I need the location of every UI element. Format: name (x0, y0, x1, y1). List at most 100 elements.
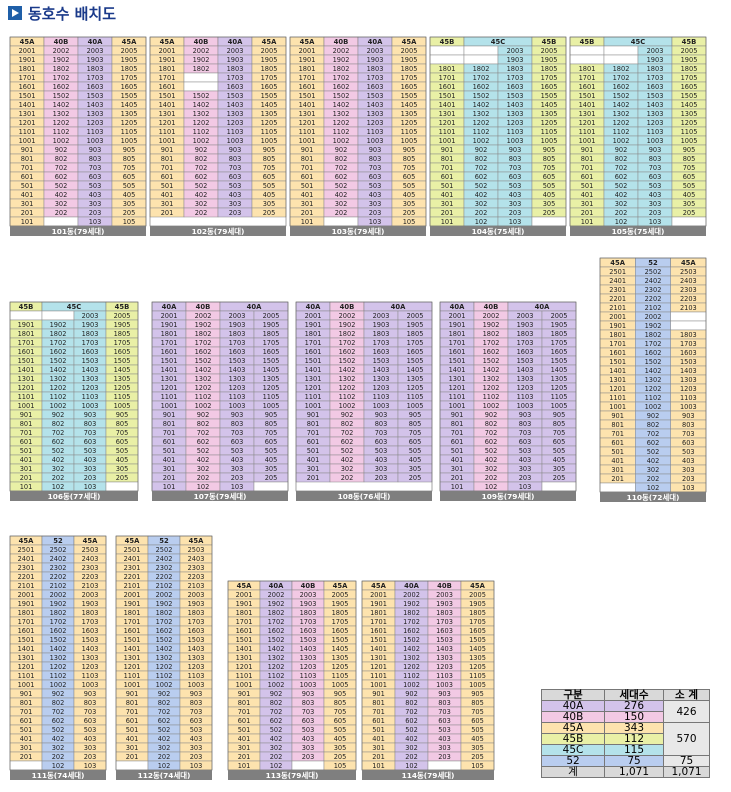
unit-number: 1103 (188, 672, 205, 680)
unit-number: 903 (84, 411, 97, 419)
unit-number: 1305 (263, 375, 280, 383)
unit-number: 1303 (82, 654, 99, 662)
unit-cell (41, 310, 75, 321)
unit-number: 1905 (407, 321, 424, 329)
unit-number: 502 (405, 726, 418, 734)
unit-number: 2002 (483, 312, 500, 320)
unit-number: 2301 (18, 564, 35, 572)
summary-count: 276 (604, 700, 664, 712)
unit-number: 1703 (436, 618, 453, 626)
unit-number: 603 (509, 173, 522, 181)
building-label-bar (440, 491, 576, 501)
unit-number: 502 (475, 182, 488, 190)
unit-number: 302 (485, 465, 498, 473)
header-text: 45A (333, 582, 348, 590)
unit-number: 2001 (299, 47, 316, 55)
unit-number: 1701 (299, 74, 316, 82)
header-text: 45B (440, 38, 455, 46)
unit-number: 2103 (680, 304, 697, 312)
unit-number: 1702 (53, 74, 70, 82)
unit-number: 2005 (261, 47, 278, 55)
header-text: 45C (491, 38, 505, 46)
unit-number: 1702 (645, 340, 662, 348)
unit-number: 2503 (188, 546, 205, 554)
unit-number: 1303 (680, 376, 697, 384)
unit-number: 801 (372, 699, 385, 707)
unit-number: 303 (302, 744, 315, 752)
unit-number: 1402 (473, 101, 490, 109)
unit-number: 802 (52, 420, 65, 428)
unit-number: 802 (158, 699, 171, 707)
unit-number: 1501 (579, 92, 596, 100)
unit-number: 203 (375, 474, 388, 482)
unit-number: 201 (451, 474, 464, 482)
unit-number: 201 (126, 753, 139, 761)
unit-number: 802 (335, 155, 348, 163)
unit-number: 1003 (188, 681, 205, 689)
unit-number: 1702 (195, 339, 212, 347)
unit-number: 1101 (18, 672, 35, 680)
unit-number: 2005 (332, 591, 349, 599)
unit-number: 803 (438, 699, 451, 707)
unit-number: 1301 (305, 375, 322, 383)
unit-number: 1802 (50, 609, 67, 617)
unit-number: 1701 (370, 618, 387, 626)
unit-number: 1305 (469, 654, 486, 662)
unit-number: 1105 (263, 393, 280, 401)
building-label: 109동(79세대) (482, 492, 535, 501)
unit-number: 1005 (541, 137, 558, 145)
unit-number: 501 (581, 182, 594, 190)
unit-number: 201 (161, 209, 174, 217)
unit-number: 2002 (268, 591, 285, 599)
unit-cell (463, 45, 499, 56)
unit-number: 1101 (236, 672, 253, 680)
unit-number: 1801 (19, 65, 36, 73)
unit-number: 2003 (227, 47, 244, 55)
unit-number: 1502 (403, 636, 420, 644)
unit-number: 1603 (87, 83, 104, 91)
unit-number: 503 (89, 182, 102, 190)
unit-number: 1701 (159, 74, 176, 82)
unit-number: 303 (89, 200, 102, 208)
unit-cell (9, 310, 43, 321)
unit-number: 1303 (87, 110, 104, 118)
unit-number: 1805 (551, 330, 568, 338)
summary-type: 계 (541, 766, 605, 778)
unit-number: 1305 (114, 375, 131, 383)
unit-number: 1503 (87, 92, 104, 100)
unit-number: 203 (302, 753, 315, 761)
unit-number: 2101 (609, 304, 626, 312)
unit-number: 1303 (227, 110, 244, 118)
unit-number: 105 (334, 762, 347, 770)
unit-number: 501 (441, 182, 454, 190)
unit-number: 302 (158, 744, 171, 752)
unit-number: 1902 (53, 56, 70, 64)
unit-number: 102 (647, 484, 660, 492)
unit-number: 702 (52, 429, 65, 437)
unit-number: 2403 (82, 555, 99, 563)
unit-number: 605 (403, 173, 416, 181)
summary-type: 40A (541, 700, 605, 712)
building-label: 110동(72세대) (627, 493, 680, 502)
unit-number: 1601 (159, 83, 176, 91)
unit-number: 1001 (299, 137, 316, 145)
unit-number: 403 (369, 191, 382, 199)
unit-number: 901 (372, 690, 385, 698)
unit-number: 1205 (263, 384, 280, 392)
unit-cell (603, 45, 639, 56)
unit-number: 502 (197, 447, 210, 455)
building-label-bar (296, 491, 432, 501)
unit-number: 202 (52, 474, 65, 482)
header-text: 45A (125, 537, 140, 545)
unit-number: 1603 (436, 627, 453, 635)
unit-number: 1005 (261, 137, 278, 145)
building-label-bar (152, 491, 288, 501)
unit-number: 1601 (236, 627, 253, 635)
unit-number: 602 (485, 438, 498, 446)
unit-number: 1901 (124, 600, 141, 608)
unit-number: 1003 (229, 402, 246, 410)
unit-number: 405 (543, 191, 556, 199)
unit-number: 1402 (339, 366, 356, 374)
